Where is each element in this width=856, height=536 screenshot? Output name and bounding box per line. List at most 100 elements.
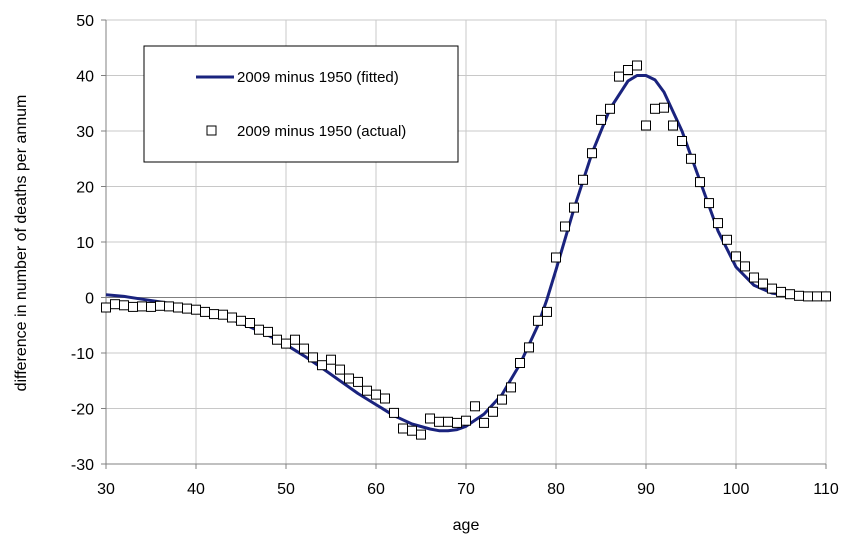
actual-point: [695, 177, 705, 188]
x-tick-label: 90: [637, 481, 655, 498]
actual-point: [317, 360, 327, 371]
legend-actual-swatch: [206, 125, 217, 136]
x-tick-label: 60: [367, 481, 385, 498]
x-axis-title: age: [453, 517, 480, 534]
y-tick-label: -20: [71, 402, 94, 419]
actual-point: [731, 251, 741, 262]
actual-point: [587, 148, 597, 159]
actual-point: [254, 324, 264, 335]
actual-point: [767, 283, 777, 294]
actual-point: [803, 291, 813, 302]
actual-point: [749, 272, 759, 283]
actual-point: [128, 301, 138, 312]
actual-point: [452, 417, 462, 428]
legend-actual-label: 2009 minus 1950 (actual): [237, 123, 406, 140]
actual-point: [668, 120, 678, 131]
actual-point: [308, 352, 318, 363]
actual-point: [434, 416, 444, 427]
actual-point: [155, 300, 165, 311]
actual-point: [326, 354, 336, 365]
actual-point: [209, 309, 219, 320]
actual-point: [425, 413, 435, 424]
actual-point: [515, 358, 525, 368]
actual-point: [641, 120, 651, 131]
x-tick-label: 40: [187, 481, 205, 498]
actual-point: [713, 218, 723, 229]
actual-point: [164, 301, 174, 312]
y-tick-label: 10: [76, 235, 94, 252]
x-tick-label: 100: [723, 481, 750, 498]
actual-point: [137, 301, 147, 312]
x-tick-label: 110: [813, 481, 839, 498]
actual-point: [659, 102, 669, 113]
x-tick-label: 70: [457, 481, 475, 498]
actual-point: [335, 364, 345, 375]
actual-point: [542, 306, 552, 317]
actual-point: [227, 312, 237, 323]
actual-point: [650, 103, 660, 114]
actual-point: [776, 286, 786, 297]
y-tick-label: -30: [71, 457, 94, 474]
actual-point: [281, 338, 291, 349]
actual-point: [632, 60, 642, 71]
actual-point: [461, 415, 471, 426]
actual-point: [173, 302, 183, 313]
actual-point: [236, 315, 246, 326]
legend: 2009 minus 1950 (fitted) 2009 minus 1950…: [143, 45, 459, 163]
y-tick-labels: -30 -20 -10 0 10 20 30 40 50: [71, 13, 94, 474]
actual-point: [524, 342, 534, 353]
actual-point: [596, 114, 606, 125]
actual-point: [740, 261, 750, 272]
actual-point: [200, 306, 210, 317]
x-tick-label: 80: [547, 481, 565, 498]
actual-point: [812, 291, 822, 302]
actual-point: [119, 300, 129, 311]
actual-point: [470, 401, 480, 412]
y-tick-label: 40: [76, 69, 94, 86]
actual-point: [245, 318, 255, 328]
axes: [101, 19, 827, 469]
actual-point: [614, 71, 624, 82]
actual-point: [443, 416, 453, 427]
y-tick-label: -10: [71, 346, 94, 363]
actual-point: [785, 289, 795, 300]
actual-point: [398, 423, 408, 434]
legend-fitted-label: 2009 minus 1950 (fitted): [237, 69, 399, 86]
actual-point: [533, 315, 543, 326]
y-tick-label: 0: [85, 291, 94, 308]
y-tick-label: 20: [76, 180, 94, 197]
actual-point: [389, 407, 399, 418]
actual-point: [263, 326, 273, 337]
actual-point: [704, 198, 714, 209]
actual-point: [290, 334, 300, 345]
actual-point: [146, 301, 156, 312]
actual-point: [272, 334, 282, 345]
actual-point: [362, 385, 372, 396]
series-actual: [101, 60, 831, 440]
actual-point: [416, 429, 426, 440]
x-tick-label: 30: [97, 481, 115, 498]
actual-point: [344, 373, 354, 384]
actual-point: [605, 103, 615, 114]
actual-point: [182, 303, 192, 314]
actual-point: [353, 376, 363, 387]
actual-point: [380, 393, 390, 404]
actual-point: [497, 394, 507, 405]
actual-point: [407, 425, 417, 436]
y-axis-title: difference in number of deaths per annum: [13, 95, 30, 392]
actual-point: [506, 382, 516, 393]
actual-point: [299, 343, 309, 354]
actual-point: [101, 302, 111, 313]
actual-point: [488, 406, 498, 417]
actual-point: [569, 202, 579, 213]
x-tick-label: 50: [277, 481, 295, 498]
actual-point: [677, 136, 687, 146]
actual-point: [560, 221, 570, 232]
actual-point: [821, 291, 831, 302]
actual-point: [758, 278, 768, 289]
actual-point: [479, 417, 489, 428]
actual-point: [794, 290, 804, 301]
y-tick-label: 50: [76, 13, 94, 30]
legend-box: [143, 45, 459, 163]
